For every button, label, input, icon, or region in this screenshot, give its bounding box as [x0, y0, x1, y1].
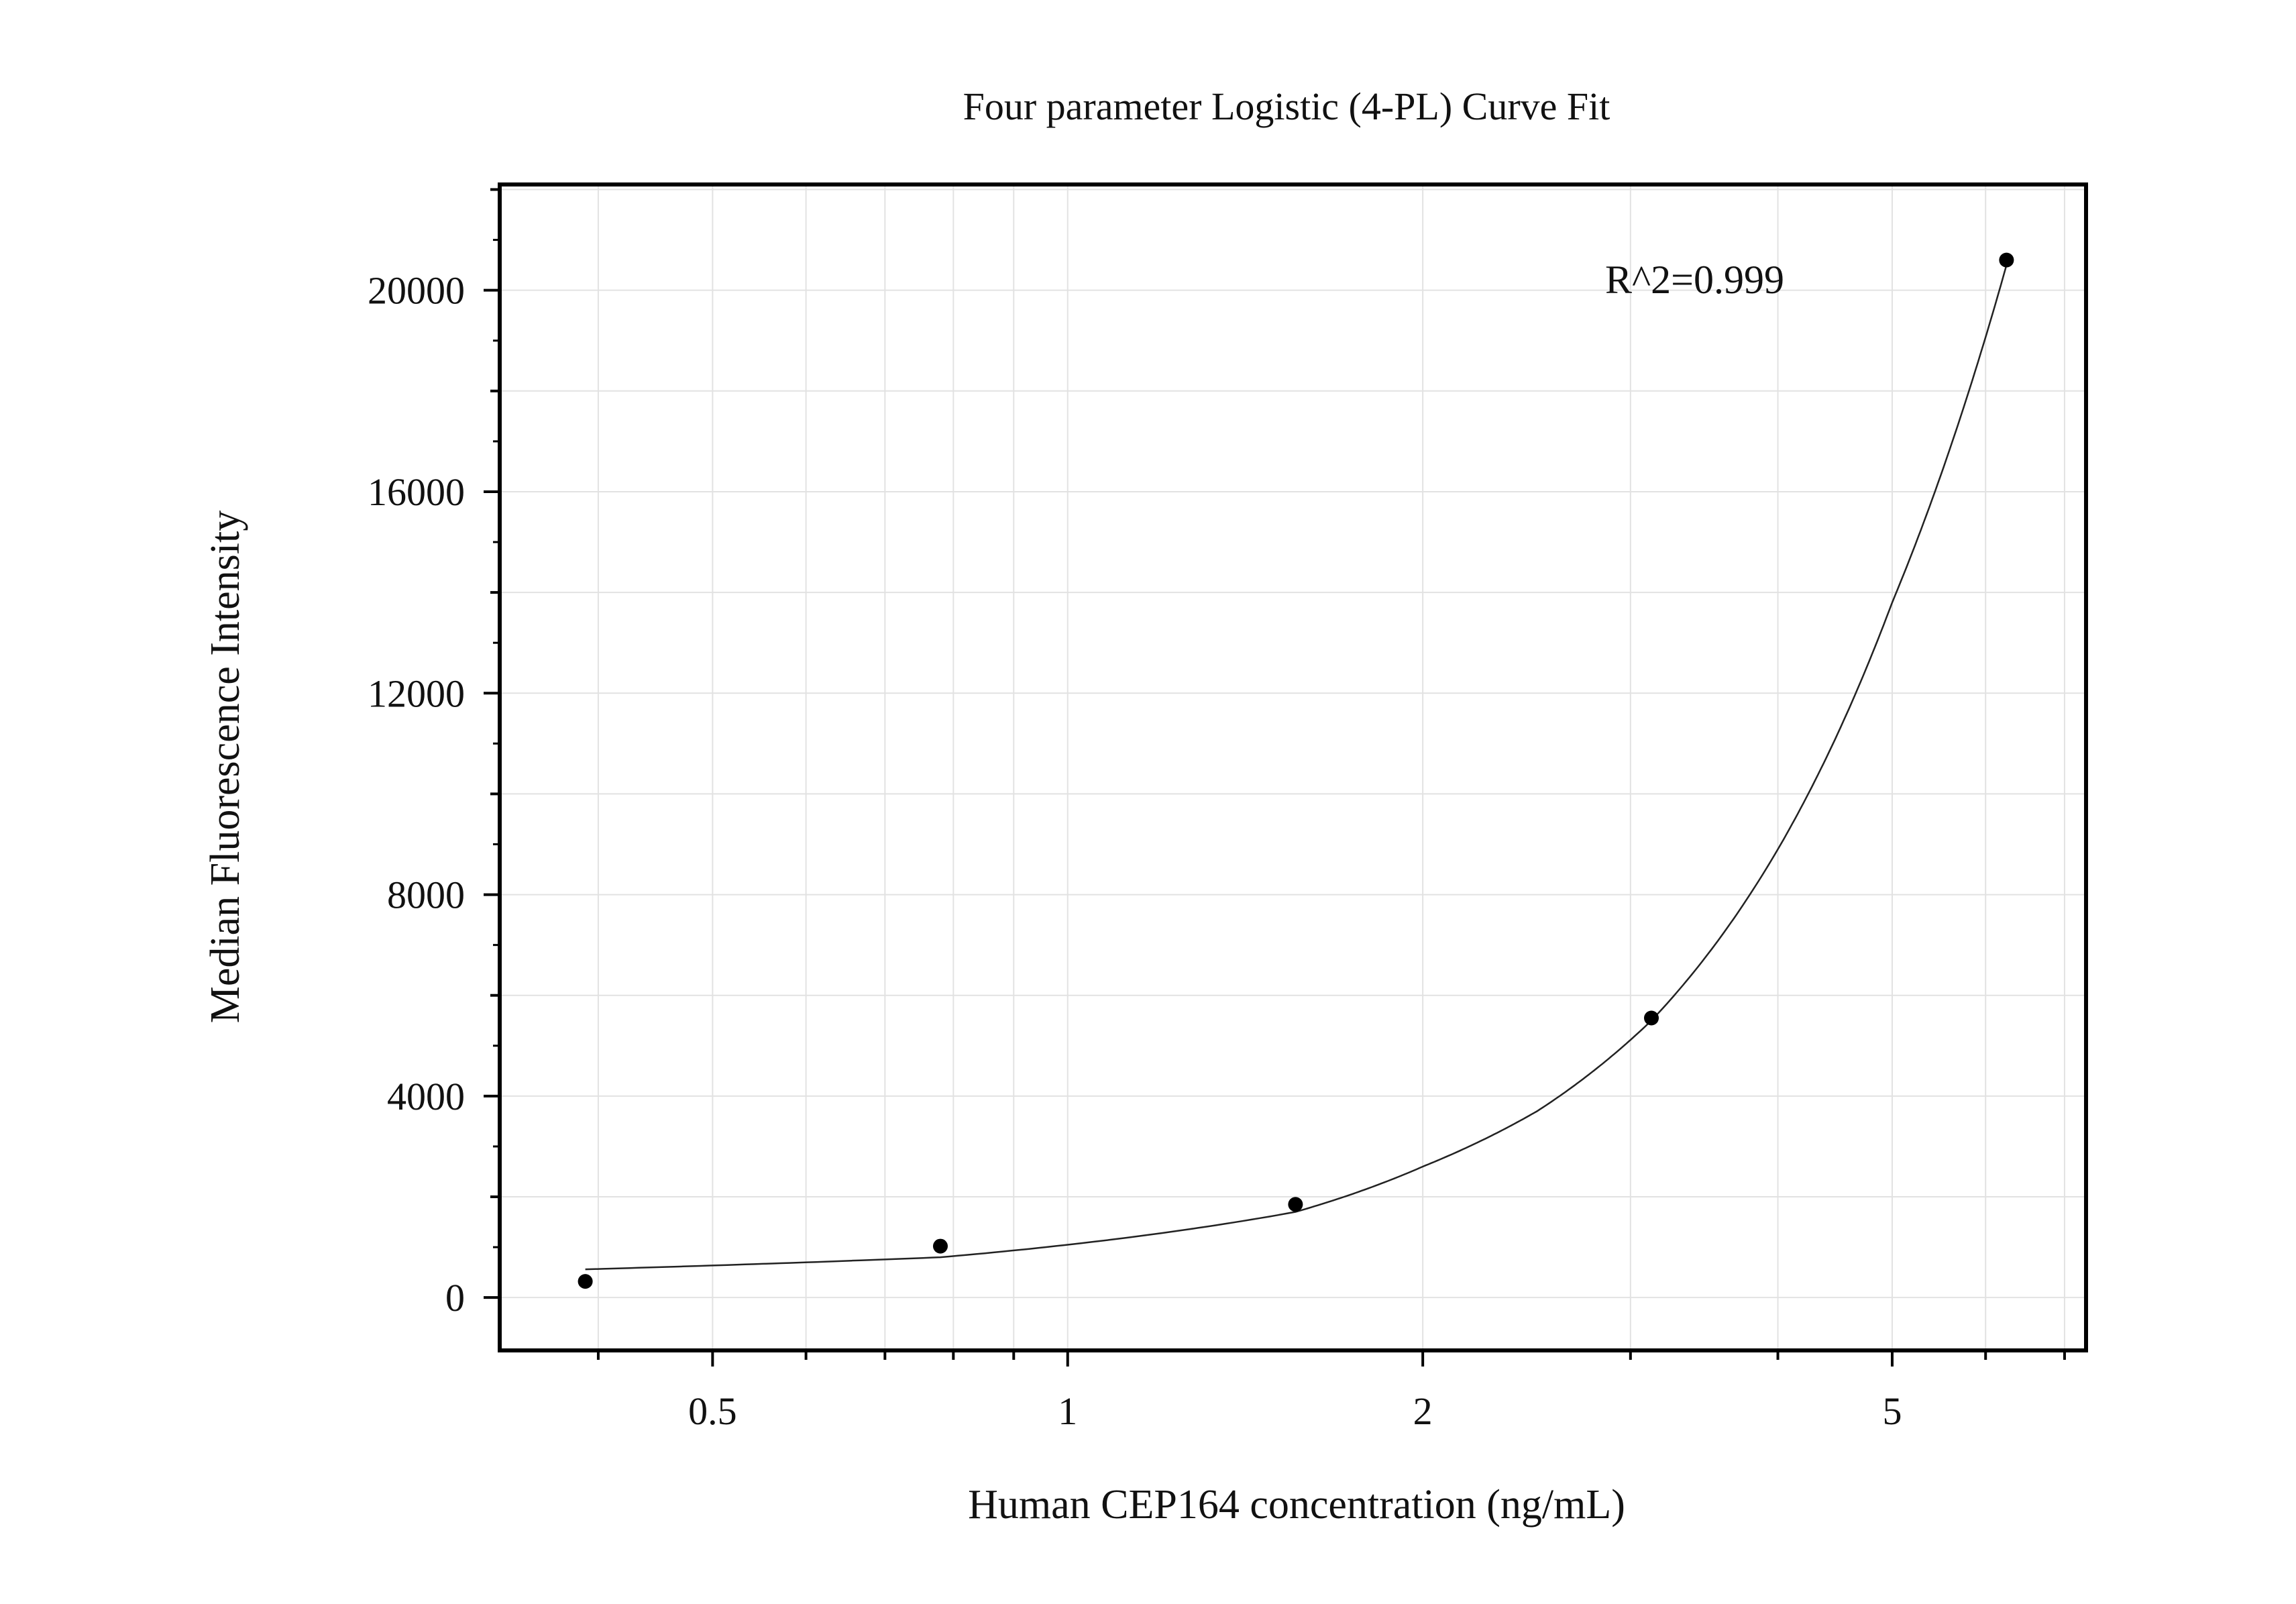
r-squared-annotation: R^2=0.999 — [1605, 258, 1784, 302]
fit-curve — [585, 264, 2008, 1271]
plot-frame — [498, 182, 2088, 1352]
x-axis-label: Human CEP164 concentration (ng/mL) — [968, 1482, 1625, 1528]
y-tick-label: 12000 — [368, 672, 465, 715]
data-point — [932, 1238, 948, 1254]
data-point — [1288, 1197, 1303, 1212]
y-axis-label: Median Fluorescence Intensity — [203, 511, 248, 1023]
y-tick-label: 16000 — [368, 470, 465, 514]
x-tick-label: 2 — [1413, 1389, 1433, 1433]
data-point — [1643, 1010, 1659, 1026]
ticks — [484, 188, 2066, 1367]
data-point — [578, 1274, 593, 1289]
chart-title: Four parameter Logistic (4-PL) Curve Fit — [963, 85, 1610, 128]
data-points — [578, 252, 2014, 1289]
y-tick-label: 20000 — [368, 269, 465, 313]
grid — [500, 184, 2086, 1350]
tick-labels: 0.5 1 2 5 0 4000 8000 12000 16000 20000 — [368, 269, 1902, 1433]
y-tick-label: 8000 — [387, 873, 465, 917]
x-tick-label: 0.5 — [688, 1389, 737, 1433]
x-tick-label: 5 — [1882, 1389, 1902, 1433]
data-point — [1999, 252, 2014, 268]
y-tick-label: 0 — [445, 1276, 465, 1320]
x-tick-label: 1 — [1058, 1389, 1077, 1433]
fit-curve-layer — [585, 264, 2008, 1271]
y-tick-label: 4000 — [387, 1075, 465, 1118]
